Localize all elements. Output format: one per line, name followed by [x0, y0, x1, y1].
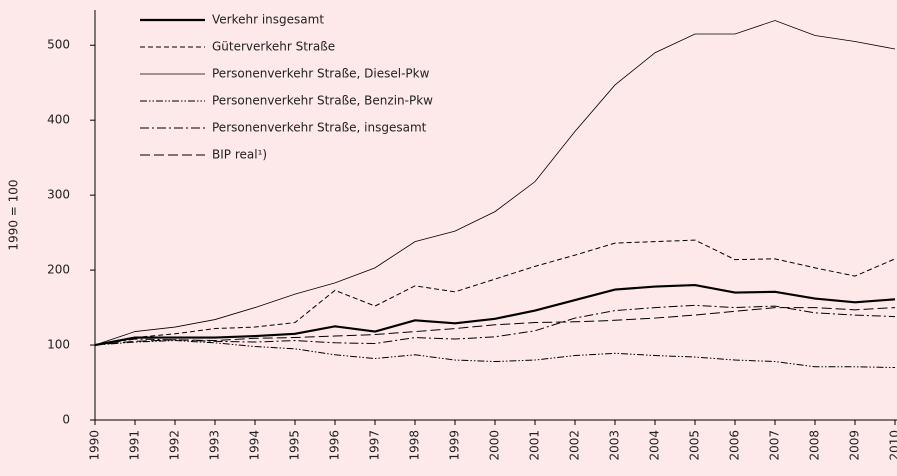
series-line [94, 307, 896, 346]
x-tick-label: 1993 [208, 430, 222, 461]
legend-label: Personenverkehr Straße, Benzin-Pkw [212, 94, 433, 108]
y-tick-label: 500 [47, 38, 70, 52]
series-line [94, 20, 896, 346]
x-tick-label: 2001 [528, 430, 542, 461]
x-tick-label: 1995 [288, 430, 302, 461]
series-line [94, 340, 896, 369]
legend-label: Verkehr insgesamt [212, 13, 324, 27]
x-tick-label: 1990 [88, 430, 102, 461]
x-tick-label: 2009 [848, 430, 862, 461]
series-line [94, 283, 896, 347]
x-tick-label: 2005 [688, 430, 702, 461]
series-line [94, 239, 896, 346]
y-tick-label: 100 [47, 338, 70, 352]
y-tick-label: 200 [47, 263, 70, 277]
x-tick-label: 1991 [128, 430, 142, 461]
legend-label: Güterverkehr Straße [212, 40, 335, 54]
x-tick-label: 1994 [248, 430, 262, 461]
y-tick-label: 300 [47, 188, 70, 202]
x-tick-label: 1999 [448, 430, 462, 461]
x-tick-label: 2004 [648, 430, 662, 461]
series-line [94, 304, 896, 346]
y-tick-label: 0 [62, 413, 70, 427]
x-tick-label: 1992 [168, 430, 182, 461]
x-tick-label: 2003 [608, 430, 622, 461]
x-tick-label: 2000 [488, 430, 502, 461]
y-tick-label: 400 [47, 113, 70, 127]
x-tick-label: 2002 [568, 430, 582, 461]
x-tick-label: 1996 [328, 430, 342, 461]
x-tick-label: 2007 [768, 430, 782, 461]
x-tick-label: 2006 [728, 430, 742, 461]
y-axis-label: 1990 = 100 [7, 179, 21, 250]
x-tick-label: 2008 [808, 430, 822, 461]
x-tick-label: 1998 [408, 430, 422, 461]
x-tick-label: 2010 [888, 430, 897, 461]
legend-label: Personenverkehr Straße, insgesamt [212, 121, 427, 135]
legend-label: Personenverkehr Straße, Diesel-Pkw [212, 67, 430, 81]
x-tick-label: 1997 [368, 430, 382, 461]
legend-label: BIP real¹) [212, 148, 267, 162]
